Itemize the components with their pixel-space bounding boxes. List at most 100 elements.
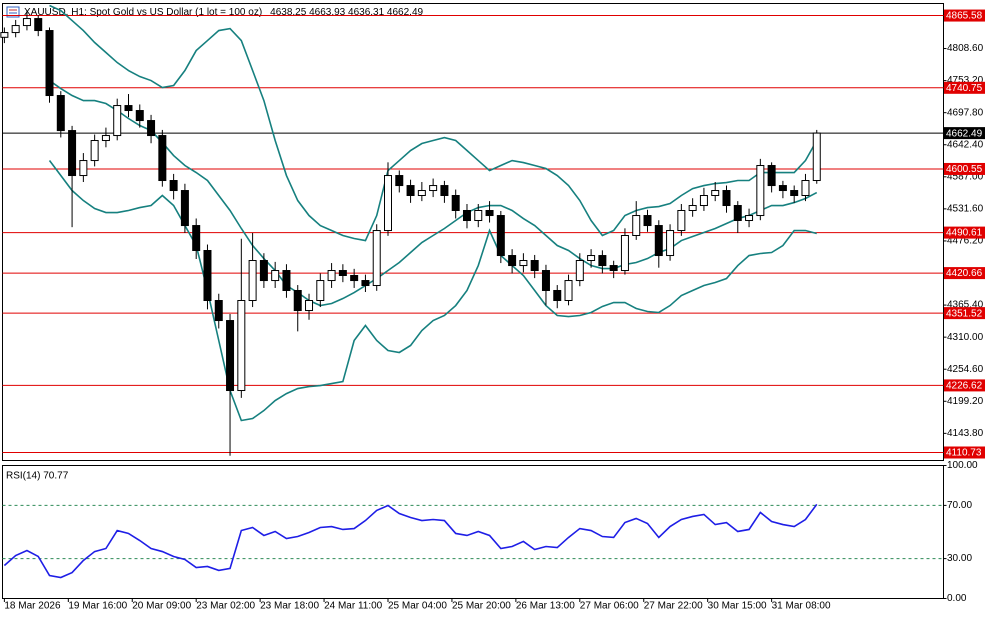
level-label-box — [944, 379, 985, 392]
y-tick-label: 4587.00 — [947, 171, 984, 182]
y-tick-label: 4531.60 — [947, 204, 984, 215]
candle-body — [226, 320, 235, 392]
candle-body — [688, 205, 697, 211]
candle-body — [90, 140, 99, 162]
level-label-box — [944, 267, 985, 280]
level-label-box — [944, 9, 985, 22]
candle-body — [541, 270, 550, 291]
level-label: 4865.58 — [946, 11, 983, 22]
candle-body — [485, 209, 494, 217]
candle-body — [305, 300, 314, 312]
candle-body — [192, 225, 201, 251]
candle-body — [440, 185, 449, 197]
candle-body — [519, 260, 528, 267]
candle-body — [564, 280, 573, 302]
candle-body — [113, 105, 122, 137]
y-tick-label: 4697.80 — [947, 107, 984, 118]
candle-body — [666, 230, 675, 257]
x-tick-label: 19 Mar 16:00 — [68, 601, 127, 612]
x-tick-label: 20 Mar 09:00 — [132, 601, 191, 612]
x-tick-label: 30 Mar 15:00 — [708, 601, 767, 612]
y-tick-label: 4199.20 — [947, 396, 984, 407]
candle-body — [699, 195, 708, 207]
candle-body — [203, 249, 212, 302]
candle-body — [68, 130, 77, 177]
x-tick-label: 25 Mar 20:00 — [452, 601, 511, 612]
level-label: 4420.66 — [946, 268, 983, 279]
candle-body — [767, 165, 776, 187]
candle-body — [79, 160, 88, 177]
candle-body — [508, 255, 517, 267]
level-label: 4110.73 — [946, 448, 982, 459]
y-tick-label: 100.00 — [947, 460, 978, 471]
candle-body — [316, 280, 325, 302]
candle-body — [553, 289, 562, 302]
candle-body — [0, 32, 9, 38]
candle-body — [271, 270, 280, 282]
candle-body — [745, 215, 754, 222]
ohlc-readout: 4638.25 4663.93 4636.31 4662.49 — [270, 7, 423, 18]
candle-body — [45, 30, 54, 97]
last-price-box — [944, 127, 985, 140]
candle-body — [598, 255, 607, 267]
x-tick-label: 25 Mar 04:00 — [388, 601, 447, 612]
candle-body — [756, 165, 765, 217]
candle-body — [474, 209, 483, 222]
candle-body — [395, 175, 404, 187]
candle-body — [462, 209, 471, 222]
candle-body — [406, 185, 415, 197]
candle-body — [101, 135, 110, 142]
candle-body — [124, 105, 133, 112]
candle-body — [350, 275, 359, 282]
candle-body — [282, 270, 291, 291]
level-label: 4226.62 — [946, 381, 983, 392]
candle-body — [587, 255, 596, 262]
x-tick-label: 31 Mar 08:00 — [772, 601, 831, 612]
y-tick-label: 4254.60 — [947, 364, 984, 375]
level-label: 4490.61 — [946, 228, 983, 239]
candle-body — [654, 225, 663, 257]
y-tick-label: 4143.80 — [947, 428, 984, 439]
level-label-box — [944, 162, 985, 175]
candle-body — [801, 180, 810, 197]
candle-body — [361, 280, 370, 287]
x-tick-label: 26 Mar 13:00 — [516, 601, 575, 612]
y-tick-label: 4808.60 — [947, 43, 984, 54]
candle-body — [338, 270, 347, 277]
candle-body — [384, 175, 392, 232]
candle-body — [214, 300, 223, 322]
y-tick-label: 30.00 — [947, 553, 972, 564]
candle-body — [135, 110, 144, 122]
y-tick-label: 70.00 — [947, 500, 972, 511]
x-tick-label: 18 Mar 2026 — [4, 601, 61, 612]
candle-body — [812, 132, 821, 182]
candle-body — [327, 270, 336, 282]
candle-body — [56, 95, 65, 132]
level-label-box — [944, 446, 985, 459]
candle-body — [711, 190, 720, 197]
rsi-line — [3, 503, 818, 579]
candle-body — [158, 135, 167, 182]
candle-body — [237, 300, 246, 392]
x-tick-label: 27 Mar 06:00 — [580, 601, 639, 612]
y-tick-label: 4753.20 — [947, 75, 984, 86]
candle-body — [496, 215, 505, 257]
level-label-box — [944, 307, 985, 320]
level-label-box — [944, 226, 985, 239]
bollinger-middle — [49, 79, 818, 307]
y-tick-label: 4365.40 — [947, 300, 984, 311]
rsi-pane — [2, 465, 944, 599]
x-tick-label: 23 Mar 02:00 — [196, 601, 255, 612]
bollinger-upper — [49, 4, 818, 242]
candle-body — [643, 215, 652, 227]
y-tick-label: 0.00 — [947, 593, 967, 604]
candle-body — [632, 215, 641, 237]
chart-header: XAUUSD, H1: Spot Gold vs US Dollar (1 lo… — [24, 7, 424, 18]
candle-body — [34, 18, 43, 32]
candle-body — [620, 235, 629, 272]
x-tick-label: 24 Mar 11:00 — [324, 601, 383, 612]
candle-body — [11, 25, 20, 34]
candle-body — [778, 185, 787, 192]
